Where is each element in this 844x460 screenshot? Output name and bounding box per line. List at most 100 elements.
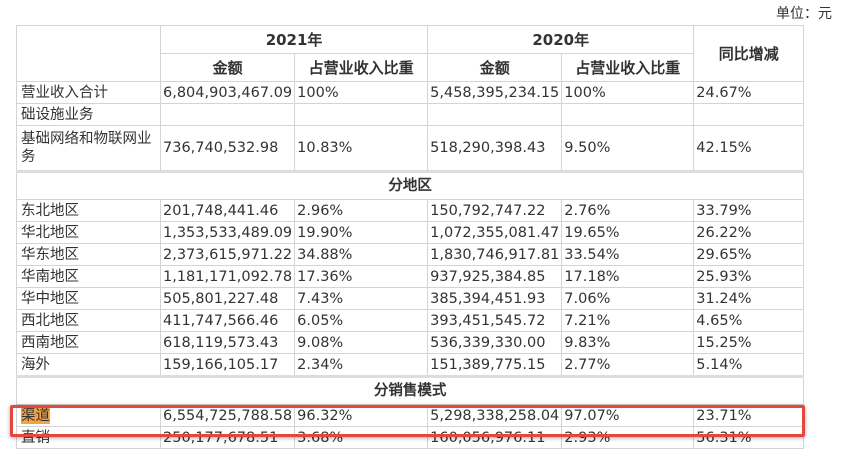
share-2020: 19.65% (561, 221, 695, 244)
share-2020-text: 33.54% (564, 246, 620, 263)
amount-2020: 937,925,384.85 (427, 265, 563, 288)
row-label: 华东地区 (16, 243, 161, 266)
share-2020-text: 2.93% (564, 429, 611, 446)
table-row: 营业收入合计 6,804,903,467.09 100% 5,458,395,234.… (16, 81, 805, 104)
share-2021: 9.08% (294, 331, 429, 354)
header-share-2020: 占营业收入比重 (561, 53, 695, 82)
yoy-change: 33.79% (693, 199, 805, 222)
amount-2021-text: 2,373,615,971.22 (163, 246, 293, 263)
amount-2020-text: 151,389,775.15 (430, 356, 546, 373)
share-2020-text: 7.21% (564, 312, 611, 329)
amount-2021: 250,177,678.51 (159, 426, 296, 449)
row-label-text: 基础网络和物联网业务 (21, 131, 152, 165)
yoy-change: 5.14% (693, 353, 805, 377)
share-2020: 97.07% (561, 404, 695, 427)
header-yoy: 同比增减 (693, 25, 805, 82)
row-label: 西北地区 (16, 309, 161, 332)
section-row: 分地区 (15, 170, 805, 200)
row-label: 基础网络和物联网业务 (16, 125, 161, 172)
amount-2020-text: 160,056,976.11 (430, 429, 546, 446)
amount-2021: 2,373,615,971.22 (159, 243, 296, 266)
yoy-change-text: 31.24% (696, 290, 752, 307)
share-2020-text: 97.07% (564, 407, 620, 424)
yoy-change-text: 5.14% (696, 356, 743, 373)
amount-2021: 201,748,441.46 (159, 199, 296, 222)
amount-2021 (159, 103, 296, 126)
share-2021-text: 34.88% (297, 246, 353, 263)
share-2020-text: 100% (564, 84, 606, 101)
share-2021-text: 19.90% (297, 224, 353, 241)
row-label: 营业收入合计 (16, 81, 161, 104)
amount-2020: 393,451,545.72 (427, 309, 563, 332)
table-row: 东北地区 201,748,441.46 2.96% 150,792,747.22 2.7… (16, 199, 805, 222)
share-2021-text: 100% (297, 84, 339, 101)
share-2021-text: 6.05% (297, 312, 344, 329)
yoy-change: 23.71% (693, 404, 805, 427)
amount-2021-text: 6,804,903,467.09 (163, 84, 293, 101)
share-2021-text: 2.96% (297, 202, 344, 219)
share-2021: 10.83% (294, 125, 429, 172)
header-amount-2020: 金额 (427, 53, 563, 82)
share-2020: 7.06% (561, 287, 695, 310)
row-label-text: 东北地区 (21, 202, 79, 219)
share-2020: 100% (561, 81, 695, 104)
table-row: 渠道 6,554,725,788.58 96.32% 5,298,338,258.04… (16, 404, 805, 427)
row-label: 渠道 (16, 404, 161, 427)
share-2020-text: 9.83% (564, 334, 611, 351)
share-2021: 96.32% (294, 404, 429, 427)
share-2021-text: 96.32% (297, 407, 353, 424)
row-label-text: 海外 (21, 356, 50, 373)
yoy-change-text: 26.22% (696, 224, 752, 241)
share-2021-text: 7.43% (297, 290, 344, 307)
yoy-change-text: 25.93% (696, 268, 752, 285)
amount-2020-text: 5,298,338,258.04 (430, 407, 560, 424)
amount-2020: 1,830,746,917.81 (427, 243, 563, 266)
table-row: 基础网络和物联网业务 736,740,532.98 10.83% 518,290,39… (16, 125, 805, 172)
row-label: 础设施业务 (16, 103, 161, 126)
amount-2020-text: 393,451,545.72 (430, 312, 546, 329)
amount-2021-text: 250,177,678.51 (163, 429, 279, 446)
share-2020: 2.76% (561, 199, 695, 222)
amount-2020: 385,394,451.93 (427, 287, 563, 310)
yoy-change: 24.67% (693, 81, 805, 104)
amount-2021: 736,740,532.98 (159, 125, 296, 172)
yoy-change-text: 56.31% (696, 429, 752, 446)
share-2021-text: 2.34% (297, 356, 344, 373)
yoy-change-text: 33.79% (696, 202, 752, 219)
yoy-change-text: 29.65% (696, 246, 752, 263)
share-2020-text: 7.06% (564, 290, 611, 307)
share-2020-text: 9.50% (564, 140, 611, 156)
row-label: 东北地区 (16, 199, 161, 222)
row-label: 华北地区 (16, 221, 161, 244)
amount-2020 (427, 103, 563, 126)
share-2021-text: 17.36% (297, 268, 353, 285)
share-2021 (294, 103, 429, 126)
yoy-change: 26.22% (693, 221, 805, 244)
yoy-change: 42.15% (693, 125, 805, 172)
row-label-text: 直销 (21, 429, 50, 446)
row-label: 海外 (16, 353, 161, 377)
share-2020-text: 17.18% (564, 268, 620, 285)
amount-2020-text: 1,072,355,081.47 (430, 224, 560, 241)
share-2021: 2.34% (294, 353, 429, 377)
row-label: 直销 (16, 426, 161, 449)
table-row: 海外 159,166,105.17 2.34% 151,389,775.15 2.77%… (16, 353, 805, 377)
yoy-change: 4.65% (693, 309, 805, 332)
row-label-text: 营业收入合计 (21, 84, 108, 101)
amount-2020-text: 385,394,451.93 (430, 290, 546, 307)
share-2021-text: 3.68% (297, 429, 344, 446)
share-2020: 33.54% (561, 243, 695, 266)
amount-2020-text: 1,830,746,917.81 (430, 246, 560, 263)
table-row: 直销 250,177,678.51 3.68% 160,056,976.11 2.93%… (16, 426, 805, 449)
amount-2021-text: 201,748,441.46 (163, 202, 279, 219)
row-label-text: 华中地区 (21, 290, 79, 307)
amount-2020: 518,290,398.43 (427, 125, 563, 172)
table-row: 华中地区 505,801,227.48 7.43% 385,394,451.93 7.0… (16, 287, 805, 310)
row-label-text: 西南地区 (21, 334, 79, 351)
row-label-text: 渠道 (21, 407, 50, 424)
share-2021: 17.36% (294, 265, 429, 288)
yoy-change-text: 42.15% (696, 140, 752, 156)
share-2021: 3.68% (294, 426, 429, 449)
share-2020: 2.93% (561, 426, 695, 449)
unit-label: 单位：元 (776, 6, 832, 22)
